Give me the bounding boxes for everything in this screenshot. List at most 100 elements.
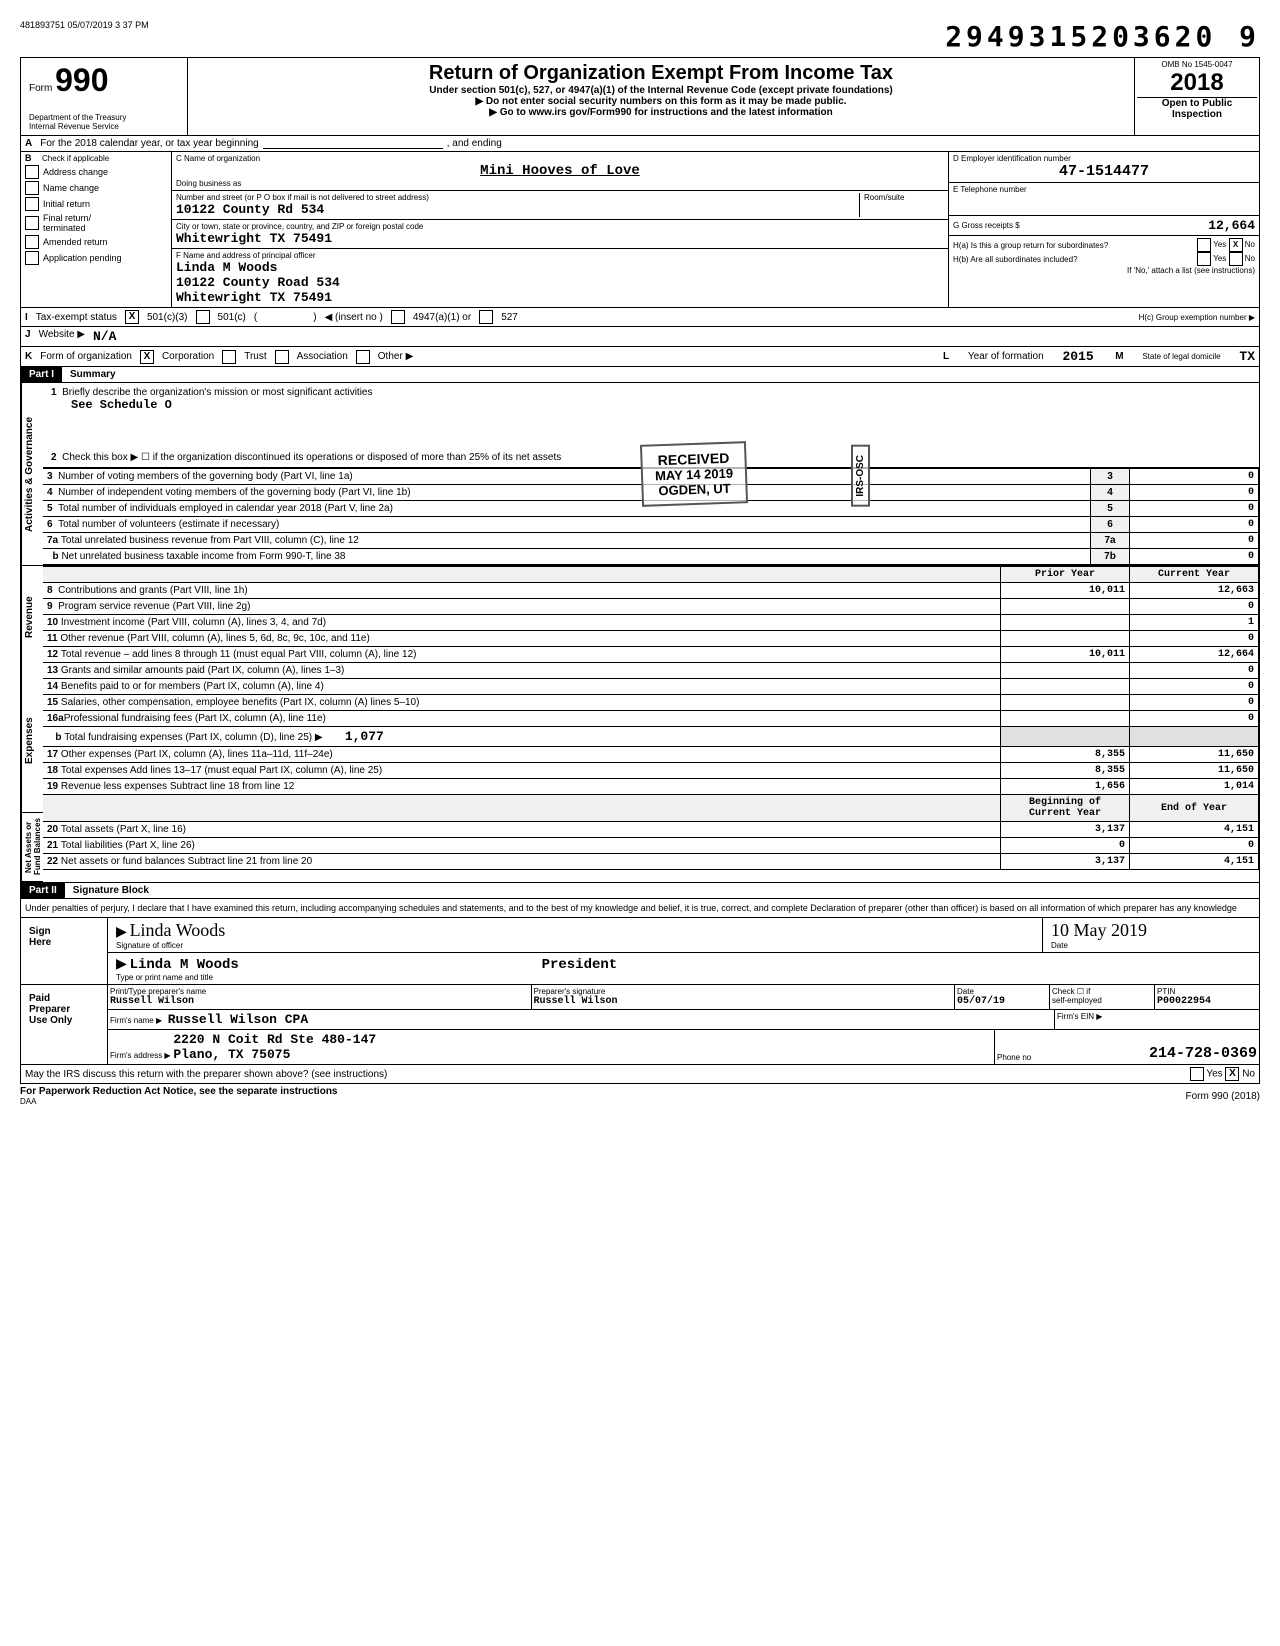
checkbox-name-change[interactable] (25, 181, 39, 195)
line4-text: Number of independent voting members of … (58, 487, 410, 498)
ptin-value: P00022954 (1157, 996, 1257, 1007)
website-value: N/A (93, 329, 116, 344)
checkbox-initial-return[interactable] (25, 197, 39, 211)
label-k: K (25, 351, 32, 362)
checkbox-501c[interactable] (196, 310, 210, 324)
self-employed-label: self-employed (1052, 996, 1152, 1005)
check-if-label: Check ☐ if (1052, 987, 1152, 996)
prep-date-label: Date (957, 987, 1047, 996)
signature-date: 10 May 2019 (1051, 920, 1147, 940)
checkbox-527[interactable] (479, 310, 493, 324)
checkbox-4947[interactable] (391, 310, 405, 324)
typed-officer-name: Linda M Woods (130, 957, 239, 973)
checkbox-corp[interactable]: X (140, 350, 154, 364)
checkbox-address-change[interactable] (25, 165, 39, 179)
website-label: Website ▶ (39, 329, 85, 344)
line20-current: 4,151 (1130, 822, 1259, 838)
checkbox-discuss-no[interactable]: X (1225, 1067, 1239, 1081)
hb-note: If 'No,' attach a list (see instructions… (953, 266, 1255, 275)
line3-value: 0 (1130, 469, 1259, 485)
officer-city: Whitewright TX 75491 (176, 290, 944, 305)
irs-osc-stamp: IRS-OSC (851, 445, 870, 507)
line22-current: 4,151 (1130, 854, 1259, 870)
ein-value: 47-1514477 (953, 163, 1255, 180)
checkbox-assoc[interactable] (275, 350, 289, 364)
main-title: Return of Organization Exempt From Incom… (192, 62, 1130, 85)
current-year-header: Current Year (1130, 567, 1259, 583)
checkbox-ha-no[interactable]: X (1229, 238, 1243, 252)
line18-text: Total expenses Add lines 13–17 (must equ… (61, 765, 382, 776)
checkbox-amended[interactable] (25, 235, 39, 249)
label-a: A (25, 138, 32, 149)
opt-amended: Amended return (43, 237, 108, 247)
line22-prior: 3,137 (1001, 854, 1130, 870)
stamp-location: OGDEN, UT (655, 481, 734, 499)
subtitle: Under section 501(c), 527, or 4947(a)(1)… (192, 85, 1130, 96)
line7a-text: Total unrelated business revenue from Pa… (61, 535, 359, 546)
line21-text: Total liabilities (Part X, line 26) (61, 840, 195, 851)
opt-address-change: Address change (43, 167, 108, 177)
ha-label: H(a) Is this a group return for subordin… (953, 241, 1108, 250)
line8-prior: 10,011 (1001, 583, 1130, 599)
checkbox-other[interactable] (356, 350, 370, 364)
label-j: J (25, 329, 31, 344)
ptin-label: PTIN (1157, 987, 1257, 996)
c-label: C Name of organization (176, 154, 944, 163)
check-if-applicable: Check if applicable (42, 154, 109, 163)
checkbox-501c3[interactable]: X (125, 310, 139, 324)
e-label: E Telephone number (953, 185, 1255, 194)
omb-number: OMB No 1545-0047 (1137, 60, 1257, 69)
line11-text: Other revenue (Part VIII, column (A), li… (60, 633, 369, 644)
note-goto: ▶ Go to www.irs gov/Form990 for instruct… (192, 107, 1130, 118)
timestamp: 481893751 05/07/2019 3 37 PM (20, 20, 149, 30)
checkbox-final-return[interactable] (25, 216, 39, 230)
hc-label: H(c) Group exemption number ▶ (1139, 313, 1255, 322)
opt-app-pending: Application pending (43, 253, 122, 263)
line13-current: 0 (1130, 663, 1259, 679)
opt-final-return: Final return/ terminated (43, 213, 91, 233)
opt-501c3: 501(c)(3) (147, 312, 188, 323)
checkbox-ha-yes[interactable] (1197, 238, 1211, 252)
line16b-value: 1,077 (345, 729, 384, 744)
line15-current: 0 (1130, 695, 1259, 711)
opt-527: 527 (501, 312, 518, 323)
firm-name: Russell Wilson CPA (168, 1012, 308, 1027)
checkbox-app-pending[interactable] (25, 251, 39, 265)
room-suite-label: Room/suite (859, 193, 944, 217)
barcode-check: 9 (1239, 20, 1260, 53)
checkbox-discuss-yes[interactable] (1190, 1067, 1204, 1081)
city-label: City or town, state or province, country… (176, 222, 944, 231)
line17-current: 11,650 (1130, 747, 1259, 763)
year-formation: 2015 (1062, 349, 1093, 364)
preparer-date: 05/07/19 (957, 996, 1047, 1007)
date-label: Date (1051, 941, 1251, 950)
ha-yes: Yes (1213, 240, 1226, 249)
line16a-current: 0 (1130, 711, 1259, 727)
form-of-org-label: Form of organization (40, 351, 132, 362)
org-city: Whitewright TX 75491 (176, 231, 944, 246)
checkbox-trust[interactable] (222, 350, 236, 364)
line13-text: Grants and similar amounts paid (Part IX… (61, 665, 344, 676)
line9-current: 0 (1130, 599, 1259, 615)
state-domicile-label: State of legal domicile (1142, 352, 1220, 361)
line1-text: Briefly describe the organization's miss… (62, 387, 372, 398)
org-name: Mini Hooves of Love (176, 163, 944, 179)
paperwork-notice: For Paperwork Reduction Act Notice, see … (20, 1086, 338, 1097)
discuss-text: May the IRS discuss this return with the… (25, 1069, 387, 1080)
financial-table: Prior YearCurrent Year 8 Contributions a… (43, 566, 1259, 870)
firm-addr2: Plano, TX 75075 (173, 1047, 290, 1062)
line6-value: 0 (1130, 517, 1259, 533)
officer-addr: 10122 County Road 534 (176, 275, 944, 290)
line10-text: Investment income (Part VIII, column (A)… (61, 617, 326, 628)
part1-header: Part I (21, 367, 62, 382)
state-domicile: TX (1239, 349, 1255, 364)
checkbox-hb-no[interactable] (1229, 252, 1243, 266)
checkbox-hb-yes[interactable] (1197, 252, 1211, 266)
label-b: B (25, 153, 32, 163)
firm-phone: 214-728-0369 (1149, 1045, 1257, 1062)
form-footer: Form 990 (2018) (1186, 1091, 1260, 1102)
vert-activities: Activities & Governance (21, 383, 43, 565)
inspection: Inspection (1137, 109, 1257, 120)
line10-current: 1 (1130, 615, 1259, 631)
line18-current: 11,650 (1130, 763, 1259, 779)
